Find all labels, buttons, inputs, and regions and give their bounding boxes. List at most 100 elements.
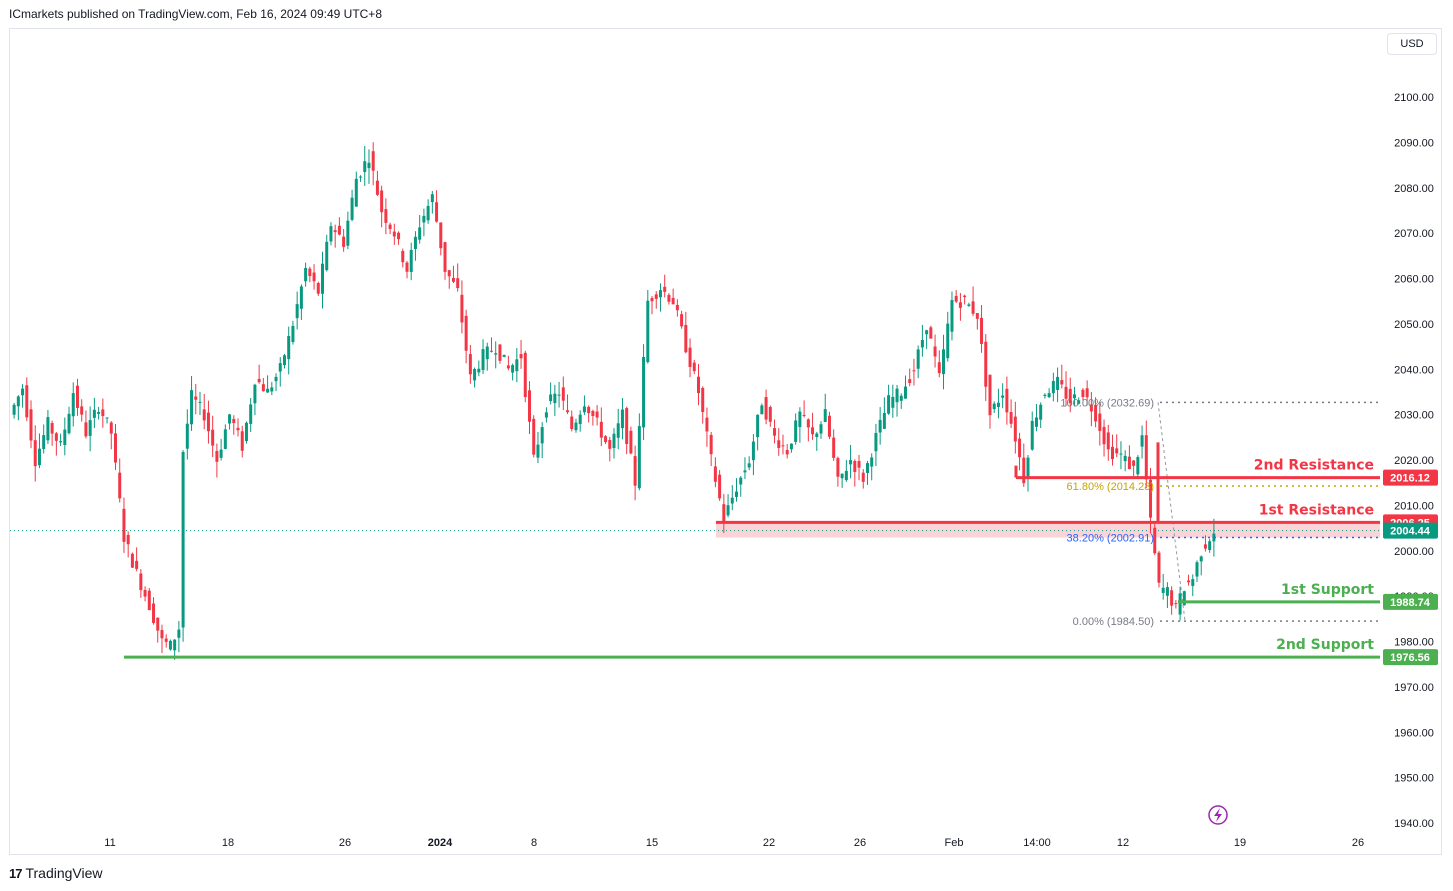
candle-body xyxy=(177,629,181,638)
candle-body xyxy=(658,290,662,298)
x-tick-label: 26 xyxy=(1352,837,1364,849)
candle-body xyxy=(198,401,202,403)
candle-body xyxy=(29,409,33,441)
candle-body xyxy=(595,411,599,418)
candle-body xyxy=(54,433,58,441)
tradingview-brand[interactable]: 17 TradingView xyxy=(9,865,103,881)
candle-body xyxy=(726,505,730,516)
candle-body xyxy=(870,457,874,467)
candle-body xyxy=(933,346,937,357)
candle-body xyxy=(1064,386,1068,399)
candle-body xyxy=(257,378,261,383)
candle-body xyxy=(920,339,924,348)
y-tick-label: 1980.00 xyxy=(1394,637,1434,649)
candle-body xyxy=(50,423,54,434)
candle-body xyxy=(536,444,540,458)
candle-body xyxy=(591,410,595,416)
candle-body xyxy=(46,417,50,441)
candle-body xyxy=(130,553,134,568)
candle-body xyxy=(515,359,519,372)
chart-pane[interactable] xyxy=(9,28,1442,855)
candle-body xyxy=(71,393,75,417)
candle-body xyxy=(299,286,303,309)
candle-body xyxy=(984,341,988,387)
candle-body xyxy=(489,350,493,352)
candle-body xyxy=(802,414,806,416)
candle-body xyxy=(363,161,367,173)
candle-body xyxy=(1081,389,1085,397)
candle-body xyxy=(215,450,219,462)
candle-body xyxy=(967,304,971,306)
candle-body xyxy=(1077,400,1081,404)
candle-body xyxy=(413,236,417,249)
candle-body xyxy=(523,352,527,398)
candle-body xyxy=(435,202,439,222)
candle-body xyxy=(342,236,346,247)
candle-body xyxy=(549,394,553,402)
candle-body xyxy=(996,402,1000,407)
candle-body xyxy=(1174,603,1178,605)
currency-button[interactable]: USD xyxy=(1387,33,1437,55)
level-name-support: 2nd Support xyxy=(1276,637,1374,653)
candle-body xyxy=(426,205,430,221)
candle-body xyxy=(675,304,679,311)
candle-body xyxy=(604,436,608,443)
x-tick-label: 15 xyxy=(646,837,658,849)
candle-body xyxy=(329,226,333,242)
candle-body xyxy=(1208,541,1212,550)
candle-body xyxy=(794,420,798,442)
candle-body xyxy=(895,388,899,403)
candle-body xyxy=(253,384,257,404)
candle-body xyxy=(244,422,248,442)
candle-body xyxy=(304,267,308,282)
candle-body xyxy=(692,362,696,372)
y-tick-label: 1940.00 xyxy=(1394,818,1434,830)
candle-body xyxy=(629,430,633,454)
lightning-icon[interactable] xyxy=(1208,805,1228,825)
price-tag-support xyxy=(1383,649,1438,666)
candle-body xyxy=(464,315,468,351)
candle-body xyxy=(375,180,379,195)
candle-body xyxy=(756,414,760,438)
candle-body xyxy=(777,440,781,449)
candle-body xyxy=(388,224,392,230)
x-tick-label: Feb xyxy=(945,837,964,849)
candle-body xyxy=(739,477,743,485)
candle-body xyxy=(992,403,996,410)
candle-body xyxy=(219,449,223,458)
candle-body xyxy=(308,268,312,277)
candle-body xyxy=(1136,457,1140,475)
candle-body xyxy=(975,313,979,319)
candle-body xyxy=(498,344,502,361)
candle-body xyxy=(519,354,523,359)
y-tick-label: 2090.00 xyxy=(1394,137,1434,149)
fib-trend-line xyxy=(1157,402,1186,622)
candle-body xyxy=(1072,394,1076,399)
candle-body xyxy=(354,178,358,207)
candle-body xyxy=(1085,388,1089,398)
candle-body xyxy=(903,386,907,399)
candle-body xyxy=(211,429,215,446)
candle-body xyxy=(401,250,405,263)
candle-body xyxy=(680,314,684,327)
y-tick-label: 2050.00 xyxy=(1394,319,1434,331)
candle-body xyxy=(1026,457,1030,479)
candle-body xyxy=(1127,456,1131,469)
candle-body xyxy=(337,225,341,235)
candle-body xyxy=(1009,412,1013,424)
candle-body xyxy=(1098,413,1102,431)
candle-body xyxy=(701,387,705,413)
candle-body xyxy=(1203,544,1207,549)
candle-body xyxy=(181,451,185,628)
candle-body xyxy=(494,353,498,355)
candle-body xyxy=(418,227,422,240)
candle-body xyxy=(1191,579,1195,586)
candle-body xyxy=(946,323,950,359)
candle-body xyxy=(1115,448,1119,454)
candle-body xyxy=(773,428,777,436)
candle-body xyxy=(718,474,722,499)
candle-body xyxy=(405,262,409,272)
candle-body xyxy=(912,370,916,372)
candle-body xyxy=(236,427,240,431)
